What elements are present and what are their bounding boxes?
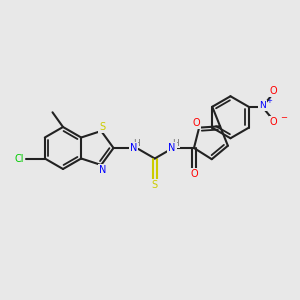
Text: N: N: [168, 143, 176, 153]
Text: O: O: [270, 117, 278, 127]
Text: N: N: [259, 101, 266, 110]
Text: N: N: [100, 165, 107, 175]
Text: O: O: [192, 118, 200, 128]
Text: −: −: [280, 113, 287, 122]
Text: O: O: [190, 169, 198, 179]
Text: H: H: [172, 139, 179, 148]
Text: Cl: Cl: [14, 154, 24, 164]
Text: +: +: [266, 98, 272, 104]
Text: H: H: [133, 139, 140, 148]
Text: S: S: [152, 179, 158, 190]
Text: S: S: [99, 122, 105, 132]
Text: N: N: [130, 143, 137, 153]
Text: O: O: [270, 86, 278, 96]
